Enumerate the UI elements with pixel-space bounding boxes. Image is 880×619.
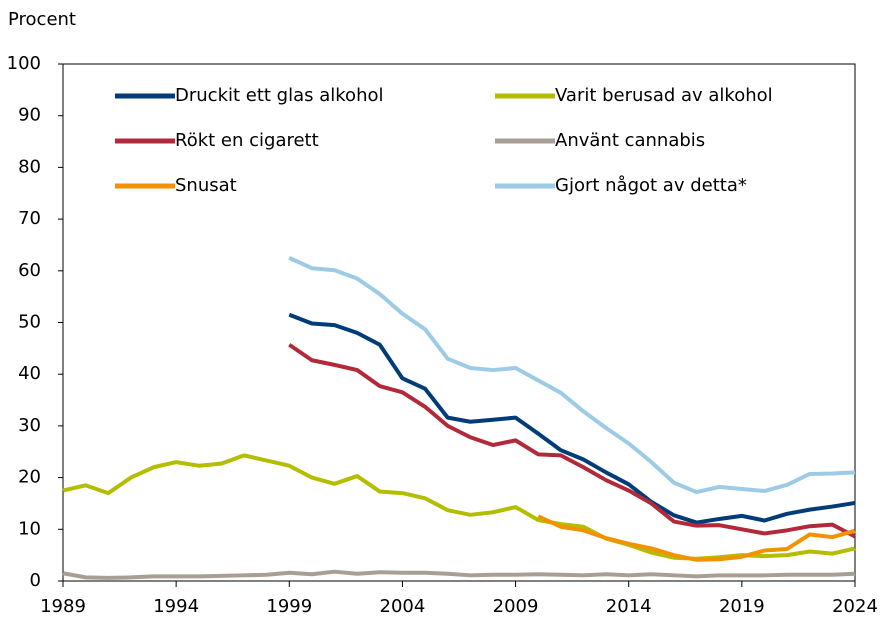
x-tick-label: 2014 — [606, 596, 652, 617]
legend-label: Snusat — [175, 175, 237, 196]
x-tick-label: 2009 — [493, 596, 539, 617]
x-tick-label: 1994 — [153, 596, 199, 617]
x-tick-label: 2024 — [832, 596, 878, 617]
legend-label: Använt cannabis — [555, 130, 705, 151]
legend-label: Varit berusad av alkohol — [555, 85, 773, 106]
x-tick-label: 2019 — [719, 596, 765, 617]
y-tick-label: 70 — [18, 208, 41, 229]
y-tick-label: 50 — [18, 312, 41, 333]
y-tick-label: 100 — [7, 53, 41, 74]
x-tick-label: 1989 — [40, 596, 86, 617]
series-line — [288, 256, 856, 495]
legend-label: Gjort något av detta* — [555, 175, 747, 196]
y-tick-label: 30 — [18, 415, 41, 436]
y-tick-label: 10 — [18, 518, 41, 539]
series-line — [537, 514, 856, 562]
x-tick-label: 1999 — [266, 596, 312, 617]
y-tick-label: 20 — [18, 467, 41, 488]
y-tick-label: 80 — [18, 156, 41, 177]
x-tick-label: 2004 — [380, 596, 426, 617]
series-line — [288, 343, 856, 539]
legend-label: Druckit ett glas alkohol — [175, 85, 384, 106]
y-tick-label: 0 — [30, 570, 41, 591]
y-axis-label: Procent — [8, 9, 76, 30]
legend-label: Rökt en cigarett — [175, 130, 319, 151]
series-line — [62, 569, 856, 580]
series-line — [62, 453, 856, 561]
series-line — [288, 312, 856, 525]
y-tick-label: 90 — [18, 105, 41, 126]
y-tick-label: 60 — [18, 260, 41, 281]
y-tick-label: 40 — [18, 363, 41, 384]
